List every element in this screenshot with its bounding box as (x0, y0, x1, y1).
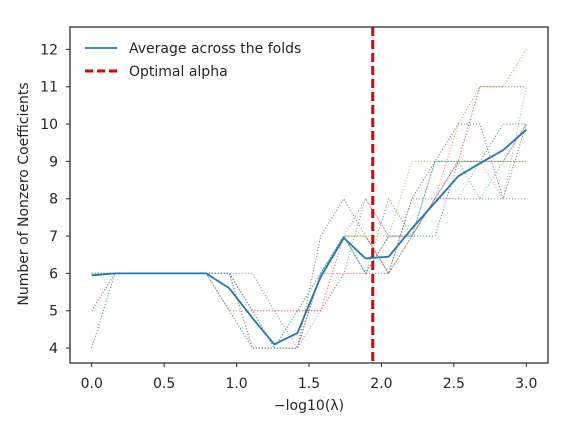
average-line (91, 129, 527, 346)
legend-average-label: Average across the folds (129, 41, 301, 57)
fold-line-10 (91, 123, 527, 350)
y-tick-label: 8 (49, 192, 58, 208)
y-tick-label: 4 (49, 341, 58, 357)
x-tick-label: 3.0 (515, 376, 537, 392)
y-axis-label: Number of Nonzero Coefficients (16, 82, 32, 305)
average-line-layer (91, 129, 527, 346)
y-tick-label: 12 (40, 42, 58, 58)
y-tick-label: 5 (49, 304, 58, 320)
y-tick-label: 9 (49, 154, 58, 170)
y-tick-label: 10 (40, 117, 58, 133)
y-axis-ticks: 4 5 6 7 8 9 10 11 12 (40, 42, 70, 357)
x-axis-label: −log10(λ) (274, 398, 344, 414)
fold-line-4 (91, 86, 527, 312)
fold-line-7 (91, 86, 527, 349)
y-tick-label: 11 (40, 80, 58, 96)
y-tick-label: 6 (49, 266, 58, 282)
legend: Average across the folds Optimal alpha (85, 41, 301, 80)
x-tick-label: 1.0 (225, 376, 247, 392)
x-tick-label: 2.5 (443, 376, 465, 392)
x-axis-ticks: 0.0 0.5 1.0 1.5 2.0 2.5 3.0 (81, 363, 537, 392)
x-tick-label: 1.5 (298, 376, 320, 392)
fold-line-2 (91, 49, 527, 350)
y-tick-label: 7 (49, 229, 58, 245)
legend-optimal-label: Optimal alpha (129, 64, 228, 80)
x-tick-label: 0.5 (153, 376, 175, 392)
x-tick-label: 2.0 (370, 376, 392, 392)
x-tick-label: 0.0 (81, 376, 103, 392)
